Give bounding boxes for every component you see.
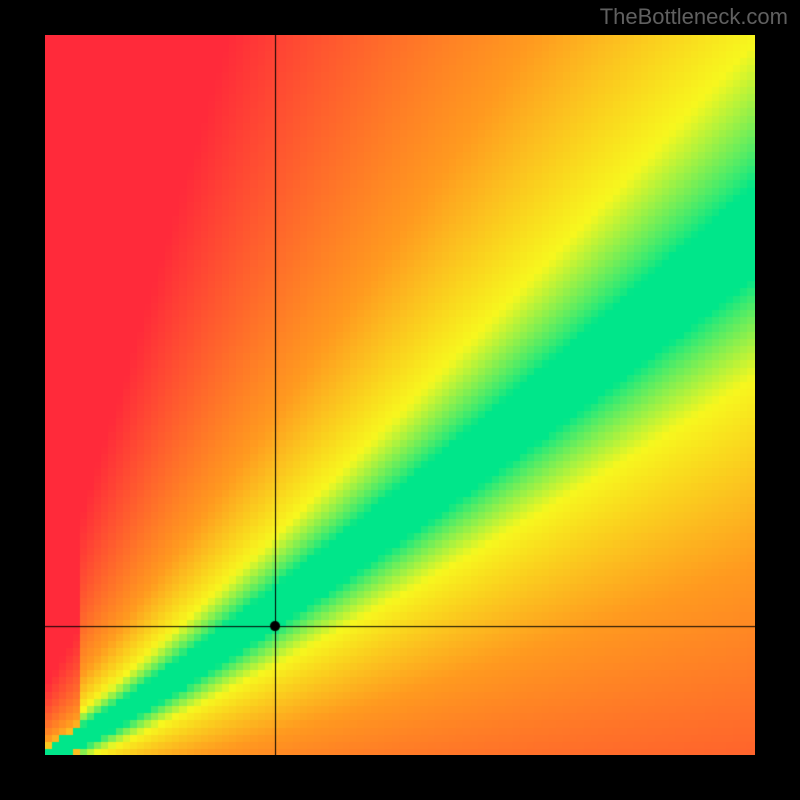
chart-container: TheBottleneck.com (0, 0, 800, 800)
heatmap-plot (45, 35, 755, 755)
heatmap-canvas (45, 35, 755, 755)
watermark-text: TheBottleneck.com (600, 4, 788, 30)
